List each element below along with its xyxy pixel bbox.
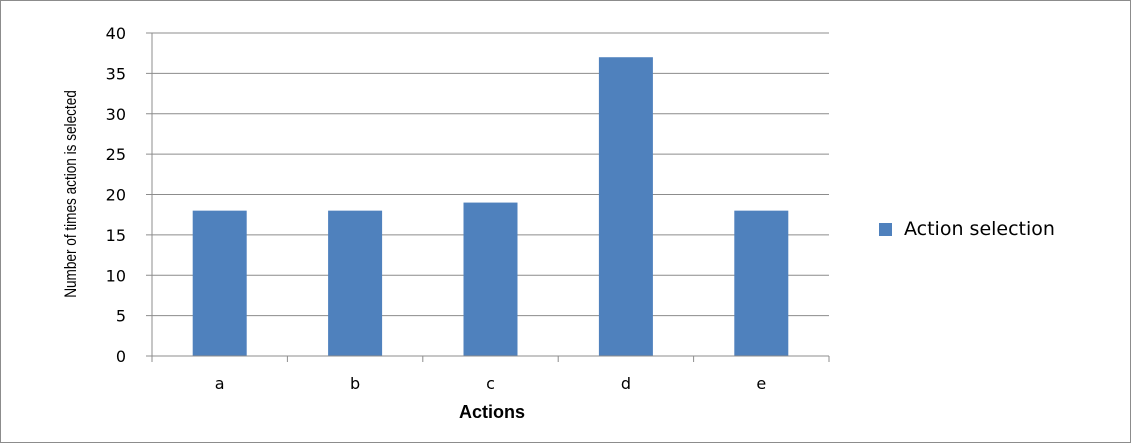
y-tick-label: 0: [116, 347, 126, 366]
bars: [192, 57, 789, 356]
y-tick-labels: 0 5 10 15 20 25 30 35 40: [106, 24, 126, 366]
bar-c: [463, 202, 518, 356]
bar-b: [328, 210, 383, 356]
y-tick-label: 40: [106, 24, 126, 43]
x-tick-labels: a b c d e: [215, 374, 766, 393]
y-tick-label: 25: [106, 145, 126, 164]
y-tick-label: 5: [116, 307, 126, 326]
legend-swatch: [879, 223, 892, 236]
y-axis-title: Number of times action is selected: [62, 90, 81, 298]
y-tick-label: 35: [106, 64, 126, 83]
x-tick-label: a: [215, 374, 225, 393]
bar-e: [734, 210, 789, 356]
y-tick-label: 30: [106, 105, 126, 124]
legend: Action selection: [879, 218, 1055, 240]
bar-d: [598, 57, 653, 356]
x-axis-title: Actions: [459, 402, 525, 422]
x-tick-label: c: [486, 374, 495, 393]
x-tick-label: d: [621, 374, 631, 393]
x-tick-label: b: [350, 374, 360, 393]
x-tick-label: e: [756, 374, 766, 393]
legend-label: Action selection: [904, 218, 1055, 240]
axes: [146, 32, 830, 362]
bar-a: [192, 210, 247, 356]
y-tick-label: 20: [106, 186, 126, 205]
y-tick-label: 15: [106, 226, 126, 245]
y-tick-label: 10: [106, 266, 126, 285]
